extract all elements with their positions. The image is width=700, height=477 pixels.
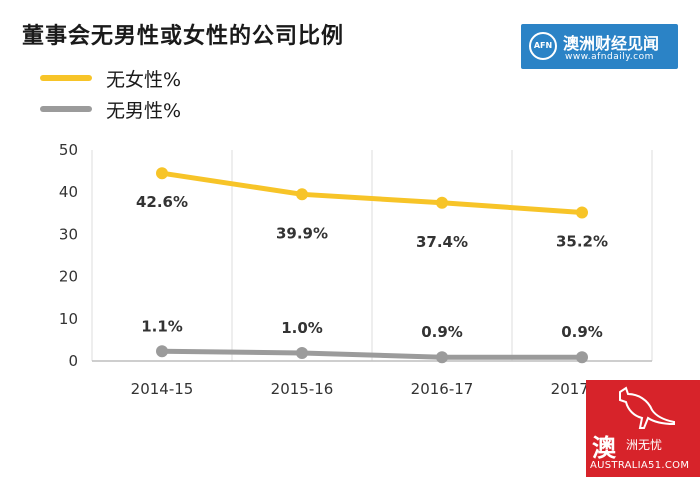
x-tick-label: 2016-17 [411,380,474,398]
y-tick-label: 20 [59,268,78,286]
series-line [159,348,585,360]
data-label: 39.9% [276,224,328,242]
y-tick-label: 50 [59,141,78,159]
data-label: 0.9% [561,323,603,341]
badge-url: AUSTRALIA51.COM [590,460,690,471]
y-tick-label: 10 [59,310,78,328]
data-label: 42.6% [136,193,188,211]
kangaroo-icon [619,386,675,429]
data-label: 1.1% [141,317,183,335]
y-tick-label: 30 [59,225,78,243]
data-point [156,167,168,180]
y-tick-label: 0 [68,352,78,370]
corner-watermark-badge: 澳 洲无忧 AUSTRALIA51.COM [586,380,700,477]
data-point [296,188,308,201]
data-point [296,346,308,359]
badge-char: 澳 [592,434,616,462]
data-point [576,351,588,364]
x-tick-label: 2015-16 [271,380,334,398]
legend-swatch-yellow [40,75,92,81]
data-point [436,196,448,209]
brand-logo-icon: AFN [529,32,557,60]
y-tick-label: 40 [59,183,78,201]
data-point [156,345,168,358]
legend-label: 无男性% [106,100,182,122]
badge-small-text: 洲无忧 [626,438,663,452]
series-line [159,170,585,215]
brand-url: www.afndaily.com [565,52,654,62]
brand-logo: AFN 澳洲财经见闻 www.afndaily.com [521,24,678,69]
chart-title: 董事会无男性或女性的公司比例 [22,24,345,49]
brand-name: 澳洲财经见闻 [563,34,660,53]
data-label: 35.2% [556,232,608,250]
x-tick-label: 2014-15 [131,380,194,398]
data-label: 0.9% [421,323,463,341]
data-label: 1.0% [281,319,323,337]
data-point [436,351,448,364]
legend-label: 无女性% [106,69,182,91]
legend-swatch-gray [40,106,92,112]
data-point [576,206,588,219]
data-label: 37.4% [416,233,468,251]
